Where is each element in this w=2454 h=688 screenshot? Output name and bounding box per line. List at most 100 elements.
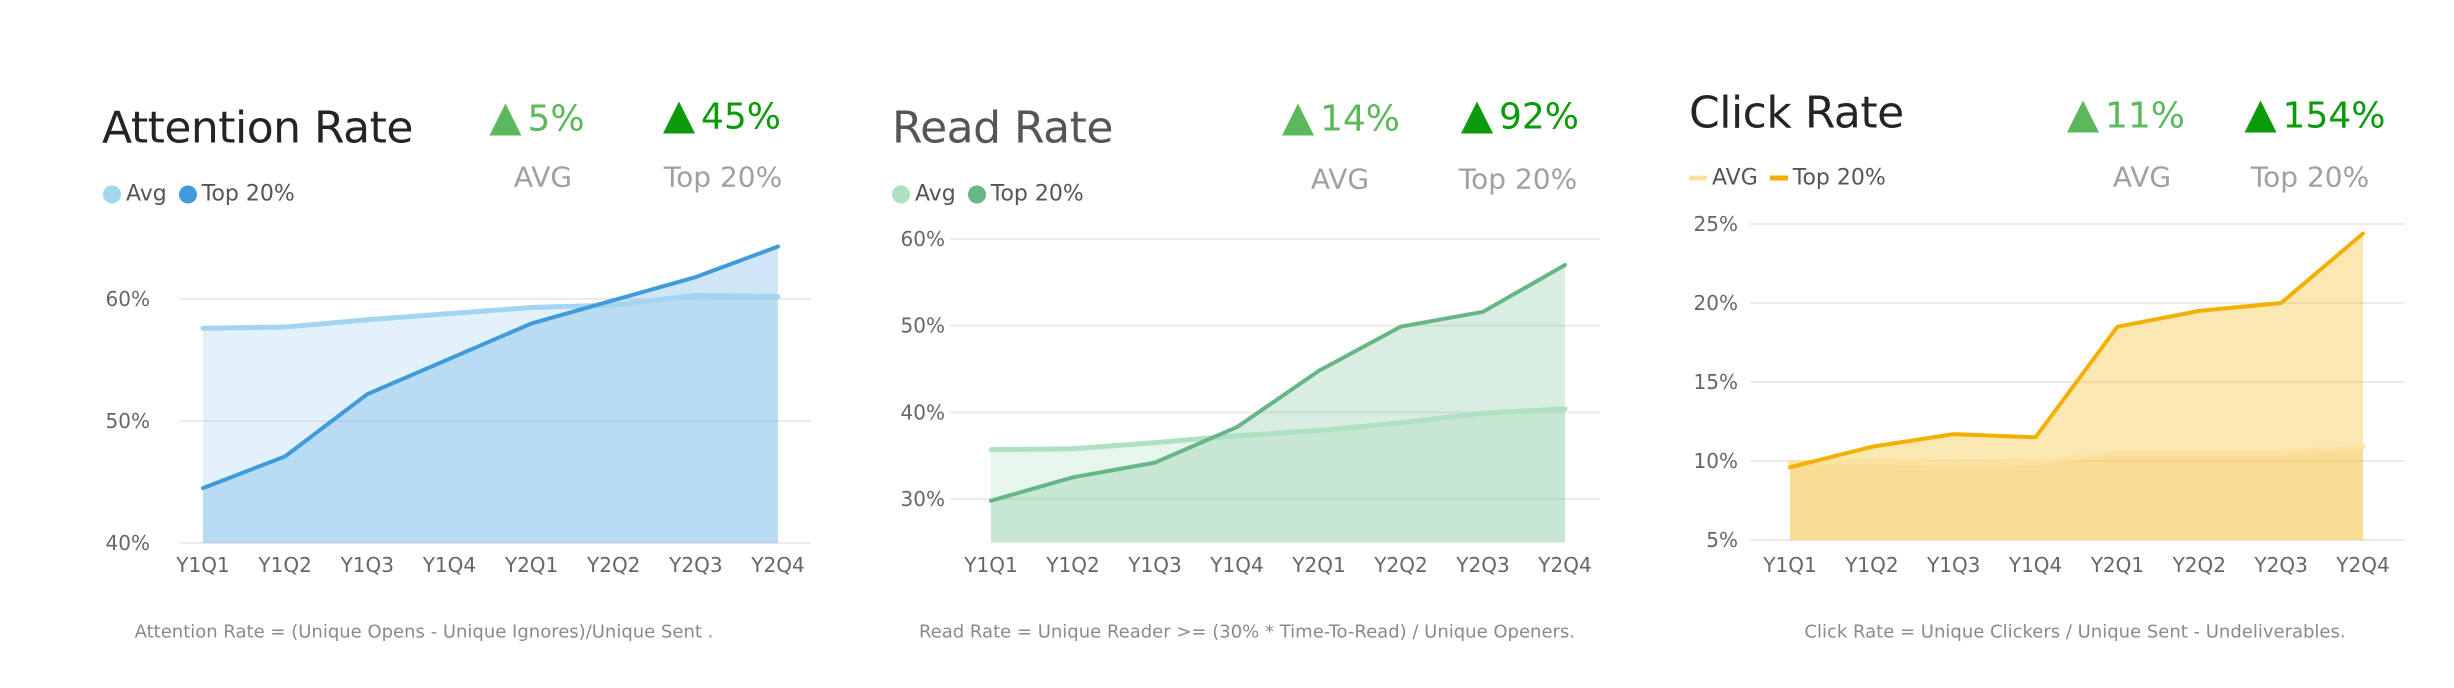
kpi-label-avg: AVG bbox=[2112, 160, 2172, 194]
x-tick-label: Y1Q3 bbox=[1127, 553, 1181, 577]
x-tick-label: Y1Q2 bbox=[257, 553, 311, 577]
area-top20 bbox=[991, 265, 1565, 543]
y-tick-label: 60% bbox=[106, 287, 150, 311]
area-avg bbox=[991, 408, 1565, 543]
triangle-up-icon bbox=[2066, 100, 2099, 132]
legend-label: Top 20% bbox=[990, 181, 1084, 207]
y-tick-label: 15% bbox=[1694, 370, 1738, 394]
legend-label: Avg bbox=[915, 181, 956, 207]
x-tick-label: Y1Q1 bbox=[1762, 553, 1816, 577]
y-tick-label: 10% bbox=[1694, 449, 1738, 473]
x-tick-label: Y2Q1 bbox=[504, 553, 558, 577]
x-tick-label: Y2Q4 bbox=[2335, 553, 2389, 577]
kpi-label-top: Top 20% bbox=[1458, 162, 1578, 196]
area-top20 bbox=[203, 246, 778, 544]
y-tick-label: 40% bbox=[901, 400, 945, 424]
x-tick-label: Y2Q3 bbox=[2253, 553, 2307, 577]
legend-item-top20[interactable]: Top 20% bbox=[178, 181, 295, 207]
x-tick-label: Y2Q1 bbox=[2090, 553, 2144, 577]
triangle-up-icon bbox=[2244, 100, 2277, 132]
kpi-value: 45% bbox=[700, 96, 782, 138]
x-tick-label: Y1Q2 bbox=[1045, 553, 1099, 577]
circle-marker-icon bbox=[178, 185, 197, 203]
x-tick-label: Y2Q2 bbox=[586, 553, 640, 577]
x-tick-label: Y1Q4 bbox=[1209, 553, 1263, 577]
x-tick-label: Y2Q4 bbox=[750, 553, 804, 577]
line-avg bbox=[988, 406, 1568, 453]
legend-label: Avg bbox=[126, 181, 167, 207]
attention-formula-caption: Attention Rate = (Unique Opens - Unique … bbox=[134, 621, 714, 643]
line-avg bbox=[1787, 444, 2366, 467]
y-tick-label: 25% bbox=[1694, 212, 1738, 236]
read-avg-kpi: 14% bbox=[1281, 98, 1401, 140]
click-top-kpi: 154% bbox=[2244, 95, 2386, 137]
x-tick-label: Y1Q1 bbox=[963, 553, 1017, 577]
triangle-up-icon bbox=[1460, 101, 1493, 133]
attention-top-kpi: 45% bbox=[662, 96, 782, 138]
area-top20 bbox=[1790, 233, 2363, 541]
y-tick-label: 50% bbox=[901, 314, 945, 338]
click-formula-caption: Click Rate = Unique Clickers / Unique Se… bbox=[1804, 621, 2346, 643]
triangle-up-icon bbox=[662, 101, 695, 133]
kpi-label-avg: AVG bbox=[513, 160, 573, 194]
read-rate-title: Read Rate bbox=[892, 102, 1113, 154]
x-tick-label: Y2Q4 bbox=[1537, 553, 1591, 577]
circle-marker-icon bbox=[103, 185, 121, 203]
attention-rate-title: Attention Rate bbox=[102, 102, 413, 154]
legend-item-top20[interactable]: Top 20% bbox=[967, 181, 1084, 207]
click-rate-title: Click Rate bbox=[1689, 87, 1904, 139]
x-tick-label: Y2Q3 bbox=[668, 553, 722, 577]
kpi-value: 14% bbox=[1319, 98, 1401, 140]
legend-item-avg[interactable]: Avg bbox=[103, 182, 167, 207]
x-tick-label: Y1Q3 bbox=[1926, 553, 1980, 577]
legend-label: AVG bbox=[1712, 165, 1758, 191]
y-tick-label: 60% bbox=[901, 227, 945, 251]
y-tick-label: 40% bbox=[106, 531, 150, 555]
x-tick-label: Y1Q3 bbox=[340, 553, 394, 577]
y-tick-label: 5% bbox=[1706, 528, 1738, 552]
read-formula-caption: Read Rate = Unique Reader >= (30% * Time… bbox=[918, 621, 1576, 643]
kpi-value: 11% bbox=[2104, 95, 2186, 137]
x-tick-label: Y2Q3 bbox=[1455, 553, 1509, 577]
x-tick-label: Y2Q2 bbox=[1373, 553, 1427, 577]
kpi-value: 92% bbox=[1498, 96, 1580, 138]
x-tick-label: Y1Q2 bbox=[1844, 553, 1898, 577]
legend-label: Top 20% bbox=[201, 181, 295, 207]
x-tick-label: Y2Q2 bbox=[2172, 553, 2226, 577]
legend-item-top20[interactable]: Top 20% bbox=[1769, 165, 1886, 191]
legend: AVG Top 20% bbox=[1689, 166, 1892, 191]
read-top-kpi: 92% bbox=[1460, 96, 1580, 138]
circle-marker-icon bbox=[892, 185, 910, 203]
circle-marker-icon bbox=[967, 185, 986, 203]
line-avg bbox=[200, 292, 781, 331]
legend-item-avg[interactable]: Avg bbox=[892, 182, 956, 207]
area-avg bbox=[1790, 446, 2363, 540]
line-top20 bbox=[989, 263, 1567, 503]
x-tick-label: Y1Q4 bbox=[422, 553, 476, 577]
kpi-label-top: Top 20% bbox=[2250, 160, 2370, 194]
kpi-value: 5% bbox=[527, 98, 585, 140]
line-marker-icon bbox=[1689, 175, 1707, 181]
triangle-up-icon bbox=[489, 103, 522, 135]
y-tick-label: 20% bbox=[1694, 291, 1738, 315]
legend: Avg Top 20% bbox=[892, 182, 1090, 207]
line-top20 bbox=[201, 244, 780, 491]
legend: Avg Top 20% bbox=[103, 182, 301, 207]
triangle-up-icon bbox=[1281, 103, 1314, 135]
line-top20 bbox=[1788, 231, 2365, 470]
x-tick-label: Y1Q4 bbox=[2008, 553, 2062, 577]
y-tick-label: 30% bbox=[901, 487, 945, 511]
x-tick-label: Y1Q1 bbox=[175, 553, 229, 577]
legend-label: Top 20% bbox=[1792, 165, 1886, 191]
kpi-label-top: Top 20% bbox=[663, 160, 783, 194]
legend-item-avg[interactable]: AVG bbox=[1689, 166, 1758, 191]
area-avg bbox=[203, 295, 778, 543]
y-tick-label: 50% bbox=[106, 409, 150, 433]
kpi-label-avg: AVG bbox=[1310, 162, 1370, 196]
attention-avg-kpi: 5% bbox=[489, 98, 585, 140]
kpi-value: 154% bbox=[2282, 95, 2386, 137]
line-marker-icon bbox=[1769, 175, 1788, 181]
click-avg-kpi: 11% bbox=[2066, 95, 2186, 137]
x-tick-label: Y2Q1 bbox=[1291, 553, 1345, 577]
